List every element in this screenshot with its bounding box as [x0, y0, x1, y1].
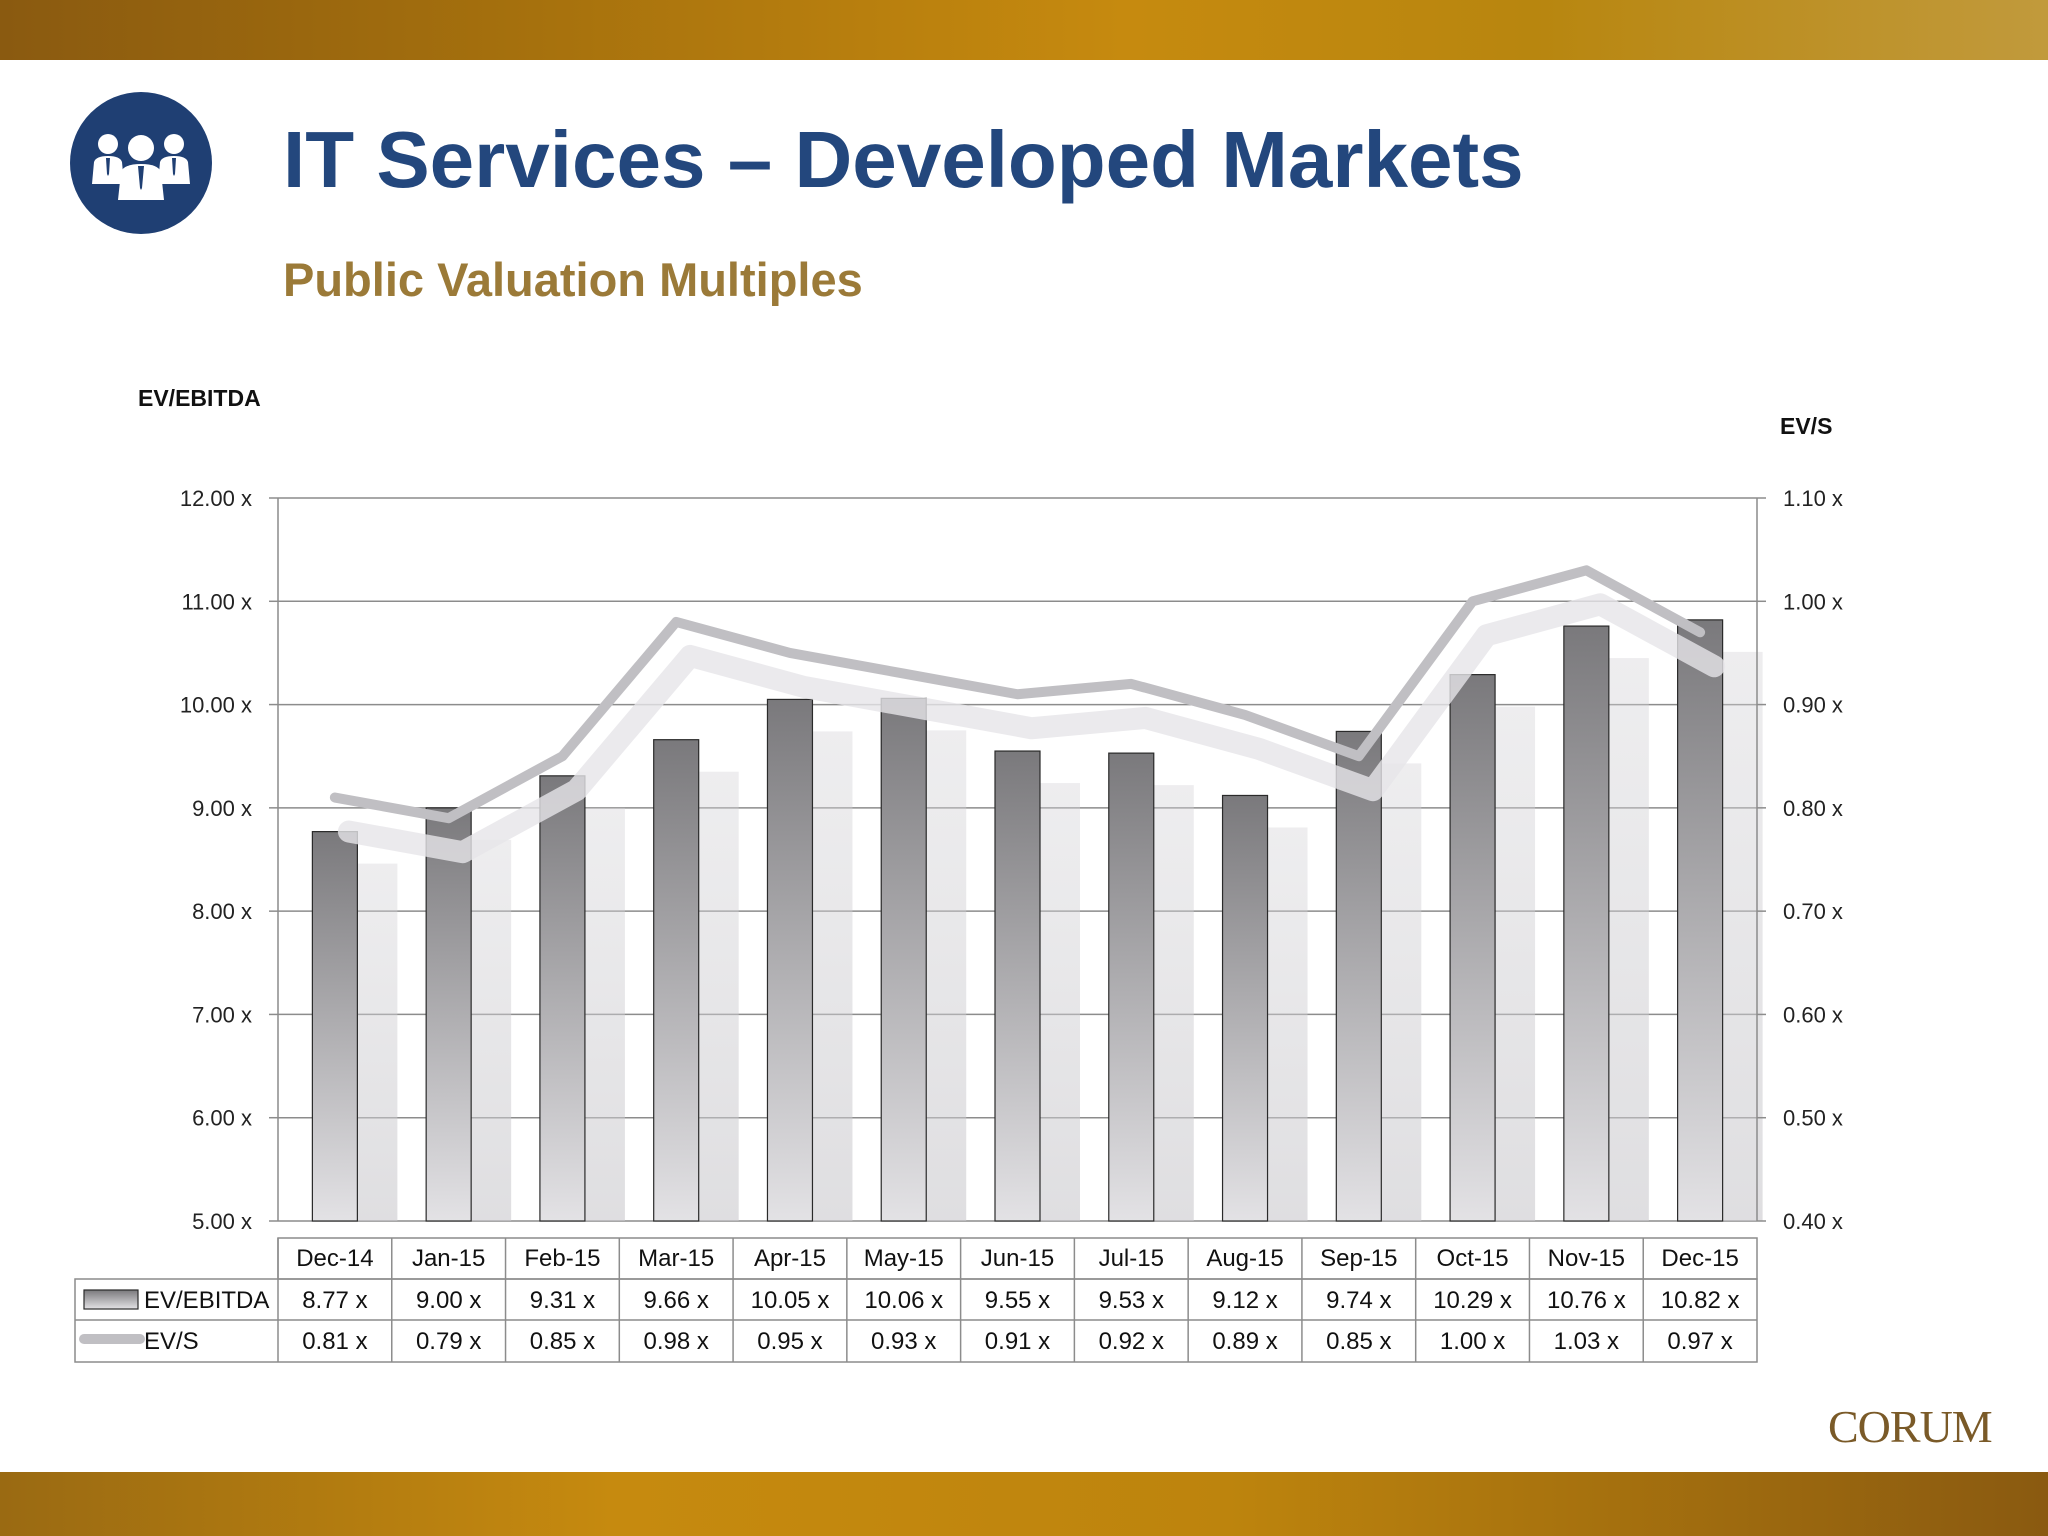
data-label-ev-s: 0.93 x — [871, 1328, 936, 1355]
bar-ev-ebitda — [1335, 730, 1382, 1222]
data-label-ev-ebitda: 10.76 x — [1547, 1287, 1626, 1314]
data-label-ev-ebitda: 9.00 x — [416, 1287, 481, 1314]
ev-s-point — [1585, 569, 1588, 572]
x-category-label: Mar-15 — [638, 1245, 714, 1272]
ev-s-point — [675, 620, 678, 623]
data-label-ev-s: 0.85 x — [530, 1328, 595, 1355]
bottom-band — [0, 1472, 2048, 1536]
data-label-ev-s: 0.85 x — [1326, 1328, 1391, 1355]
ev-s-point — [1471, 600, 1474, 603]
ev-s-point — [333, 796, 336, 799]
y-left-tick-label: 8.00 x — [192, 899, 252, 924]
bar-ev-ebitda — [1677, 619, 1724, 1222]
data-label-ev-ebitda: 8.77 x — [302, 1287, 367, 1314]
ev-s-point — [1699, 631, 1702, 634]
x-category-label: Apr-15 — [754, 1245, 826, 1272]
people-group-icon — [70, 92, 212, 234]
legend-label-ev-ebitda: EV/EBITDA — [144, 1287, 269, 1314]
x-category-label: Dec-15 — [1661, 1245, 1738, 1272]
y-right-tick-label: 0.70 x — [1783, 899, 1843, 924]
x-category-label: Sep-15 — [1320, 1245, 1397, 1272]
data-label-ev-ebitda: 9.55 x — [985, 1287, 1050, 1314]
data-label-ev-ebitda: 9.74 x — [1326, 1287, 1391, 1314]
y-left-axis-title: EV/EBITDA — [138, 385, 261, 411]
bar-ev-ebitda — [1108, 752, 1155, 1222]
legend-key-ev-ebitda — [83, 1289, 139, 1310]
bar-ev-ebitda — [766, 698, 814, 1222]
bar-ev-ebitda — [1449, 674, 1496, 1222]
ev-s-line — [329, 565, 1726, 864]
y-left-tick-label: 5.00 x — [192, 1209, 252, 1234]
ev-s-point — [788, 651, 791, 654]
corum-logo: CORUM — [1828, 1401, 1993, 1452]
data-label-ev-ebitda: 10.29 x — [1433, 1287, 1512, 1314]
bar-ev-ebitda — [880, 697, 927, 1222]
y-right-tick-label: 0.80 x — [1783, 796, 1843, 821]
ev-s-point — [561, 755, 564, 758]
data-label-ev-ebitda: 10.05 x — [751, 1287, 830, 1314]
y-left-tick-label: 11.00 x — [181, 589, 252, 614]
x-category-label: Aug-15 — [1206, 1245, 1283, 1272]
data-label-ev-ebitda: 10.82 x — [1661, 1287, 1740, 1314]
y-right-tick-label: 0.40 x — [1783, 1209, 1843, 1234]
y-right-tick-label: 0.60 x — [1783, 1002, 1843, 1027]
data-label-ev-ebitda: 10.06 x — [864, 1287, 943, 1314]
bar-ev-ebitda — [1221, 794, 1269, 1222]
y-left-tick-label: 7.00 x — [192, 1002, 252, 1027]
top-band — [0, 0, 2048, 60]
valuation-chart: 5.00 x 6.00 x 7.00 x 8.00 x 9.00 x 10.00 x 11.… — [74, 385, 1843, 1363]
y-right-tick-label: 1.10 x — [1783, 486, 1843, 511]
data-label-ev-s: 0.95 x — [757, 1328, 822, 1355]
bar-ev-ebitda — [539, 775, 586, 1222]
y-right-tick-label: 0.90 x — [1783, 693, 1843, 718]
y-right-axis-title: EV/S — [1780, 413, 1832, 439]
bar-ev-ebitda — [653, 739, 700, 1222]
axes: 5.00 x 6.00 x 7.00 x 8.00 x 9.00 x 10.00 x 11.… — [138, 385, 1843, 1234]
data-label-ev-ebitda: 9.12 x — [1212, 1287, 1277, 1314]
ev-s-line-shadow — [337, 593, 1726, 864]
data-label-ev-ebitda: 9.53 x — [1099, 1287, 1164, 1314]
data-label-ev-s: 0.79 x — [416, 1328, 481, 1355]
x-category-label: May-15 — [864, 1245, 944, 1272]
bar-ev-ebitda — [994, 750, 1041, 1222]
y-left-tick-label: 6.00 x — [192, 1106, 252, 1131]
ev-s-point — [1357, 755, 1360, 758]
y-left-tick-label: 9.00 x — [192, 796, 252, 821]
y-right-tick-label: 0.50 x — [1783, 1106, 1843, 1131]
x-category-label: Jul-15 — [1099, 1245, 1164, 1272]
data-label-ev-s: 0.89 x — [1212, 1328, 1277, 1355]
x-category-label: Jun-15 — [981, 1245, 1054, 1272]
data-label-ev-s: 0.81 x — [302, 1328, 367, 1355]
y-left-tick-label: 10.00 x — [180, 693, 252, 718]
page-subtitle: Public Valuation Multiples — [283, 253, 863, 306]
ev-s-point — [1016, 693, 1019, 696]
ev-ebitda-bars — [311, 619, 1724, 1222]
data-label-ev-ebitda: 9.31 x — [530, 1287, 595, 1314]
bar-ev-ebitda — [1563, 625, 1610, 1222]
data-label-ev-s: 0.97 x — [1667, 1328, 1732, 1355]
legend-label-ev-s: EV/S — [144, 1328, 199, 1355]
x-category-label: Nov-15 — [1548, 1245, 1625, 1272]
x-category-label: Oct-15 — [1437, 1245, 1509, 1272]
ev-s-point — [447, 817, 450, 820]
y-right-tick-label: 1.00 x — [1783, 589, 1843, 614]
data-label-ev-s: 1.03 x — [1554, 1328, 1619, 1355]
bar-ev-ebitda — [311, 831, 358, 1222]
page-title: IT Services – Developed Markets — [283, 115, 1524, 204]
ev-s-point — [902, 672, 905, 675]
data-label-ev-s: 0.91 x — [985, 1328, 1050, 1355]
y-left-tick-label: 12.00 x — [180, 486, 252, 511]
x-category-label: Dec-14 — [296, 1245, 373, 1272]
data-label-ev-s: 1.00 x — [1440, 1328, 1505, 1355]
x-category-label: Jan-15 — [412, 1245, 485, 1272]
data-label-ev-ebitda: 9.66 x — [643, 1287, 708, 1314]
data-table: Dec-14 Jan-15 Feb-15 Mar-15 Apr-15 May-15 Jun-… — [74, 1237, 1758, 1363]
data-label-ev-s: 0.98 x — [643, 1328, 708, 1355]
ev-s-point — [1130, 682, 1133, 685]
data-label-ev-s: 0.92 x — [1099, 1328, 1164, 1355]
bar-ev-ebitda — [425, 807, 472, 1222]
ev-s-point — [1244, 713, 1247, 716]
x-category-label: Feb-15 — [524, 1245, 600, 1272]
